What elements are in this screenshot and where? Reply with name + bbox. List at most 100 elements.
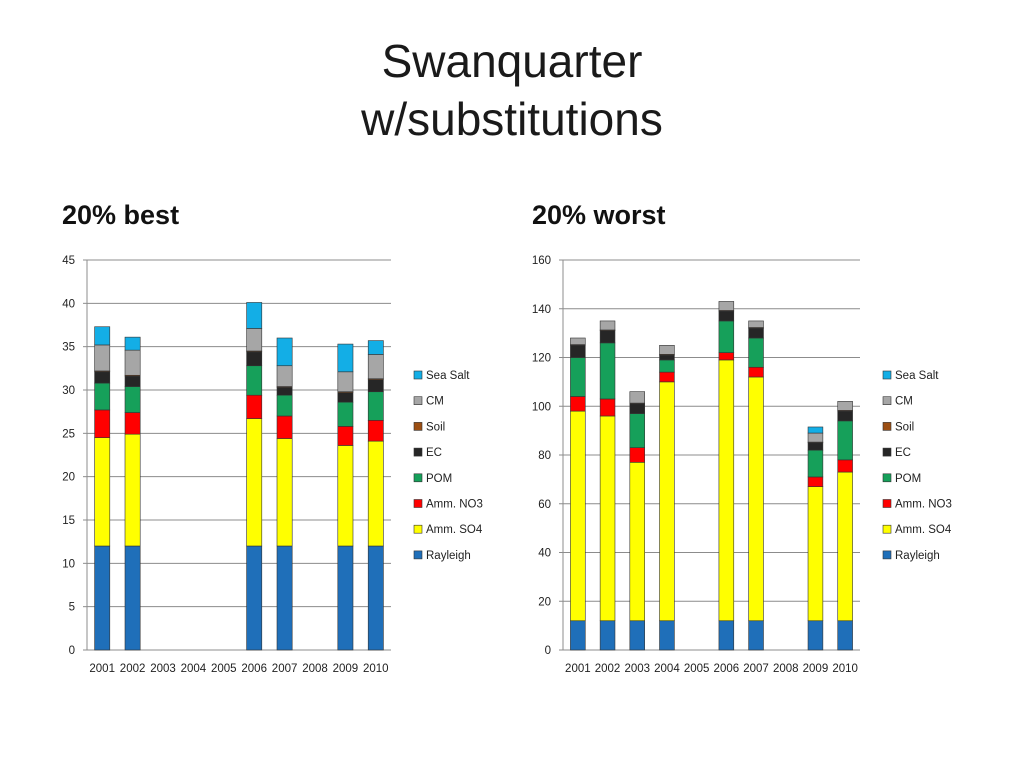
worst-legend-swatch-soil bbox=[882, 422, 892, 431]
worst-legend-label-amm-no3: Amm. NO3 bbox=[895, 499, 952, 511]
worst-legend-label-rayleigh: Rayleigh bbox=[895, 550, 940, 562]
best-y-tick-label: 15 bbox=[62, 515, 75, 527]
worst-bar-2009-rayleigh bbox=[807, 620, 824, 651]
worst-legend-swatch-pom bbox=[882, 473, 892, 483]
worst-y-tick-label: 40 bbox=[538, 548, 551, 560]
best-legend-swatch-soil bbox=[413, 422, 423, 431]
page-title: Swanquarter w/substitutions bbox=[0, 32, 1024, 148]
worst-legend-swatch-cm bbox=[882, 396, 892, 406]
best-y-tick-label: 10 bbox=[62, 558, 75, 570]
best-x-tick-label: 2008 bbox=[302, 663, 328, 675]
worst-bar-2009-ec bbox=[807, 442, 824, 451]
worst-bar-2007-rayleigh bbox=[748, 620, 764, 651]
worst-y-tick-label: 160 bbox=[532, 255, 551, 267]
worst-bar-2001-rayleigh bbox=[570, 620, 586, 651]
worst-legend-label-soil: Soil bbox=[895, 421, 914, 433]
worst-y-tick-label: 20 bbox=[538, 596, 551, 608]
best-y-tick-label: 45 bbox=[62, 255, 75, 267]
worst-y-tick-label: 120 bbox=[532, 353, 551, 365]
worst-y-tick-label: 80 bbox=[538, 450, 551, 462]
worst-y-tick-label: 140 bbox=[532, 304, 551, 316]
worst-x-tick-label: 2007 bbox=[743, 663, 769, 675]
best-y-tick-label: 5 bbox=[69, 602, 75, 614]
best-x-tick-label: 2001 bbox=[89, 663, 115, 675]
worst-bar-2009-sea-salt bbox=[807, 426, 824, 434]
best-bar-2001-sea-salt bbox=[94, 326, 111, 346]
worst-bar-2007-ec bbox=[748, 327, 764, 339]
chart-best-subtitle: 20% best bbox=[62, 200, 180, 230]
worst-x-tick-label: 2003 bbox=[624, 663, 650, 675]
worst-bar-2007-cm bbox=[748, 320, 764, 328]
worst-legend-label-ec: EC bbox=[895, 447, 911, 459]
best-legend-swatch-amm-no3 bbox=[413, 499, 423, 508]
worst-bar-2009-pom bbox=[807, 449, 824, 478]
worst-bar-2001-ec bbox=[570, 345, 586, 358]
best-legend-label-amm-so4: Amm. SO4 bbox=[426, 524, 483, 536]
worst-legend-label-cm: CM bbox=[895, 396, 913, 408]
worst-bar-2002-pom bbox=[599, 342, 616, 400]
best-x-tick-label: 2003 bbox=[150, 663, 176, 675]
worst-bar-2006-ec bbox=[718, 310, 735, 322]
worst-bar-2003-amm-no3 bbox=[629, 447, 645, 463]
best-legend-swatch-pom bbox=[413, 473, 423, 483]
worst-bar-2007-pom bbox=[748, 337, 764, 368]
worst-bar-2004-pom bbox=[659, 359, 675, 373]
worst-bar-2010-amm-so4 bbox=[837, 471, 853, 622]
worst-bar-2004-cm bbox=[659, 345, 675, 355]
worst-x-tick-label: 2002 bbox=[595, 663, 621, 675]
best-bar-2010-sea-salt bbox=[367, 340, 384, 355]
worst-legend-swatch-sea-salt bbox=[882, 370, 892, 380]
best-x-tick-label: 2005 bbox=[211, 663, 237, 675]
worst-legend-swatch-rayleigh bbox=[882, 550, 892, 560]
worst-legend-swatch-ec bbox=[882, 447, 892, 457]
worst-bar-2002-cm bbox=[599, 320, 616, 331]
title-line-1: Swanquarter bbox=[381, 35, 643, 87]
best-x-tick-label: 2002 bbox=[120, 663, 146, 675]
worst-bar-2001-cm bbox=[570, 337, 586, 345]
best-y-tick-label: 35 bbox=[62, 342, 75, 354]
worst-bar-2002-amm-no3 bbox=[599, 398, 616, 417]
worst-legend-label-sea-salt: Sea Salt bbox=[895, 370, 939, 382]
worst-x-tick-label: 2006 bbox=[714, 663, 740, 675]
worst-bar-2003-pom bbox=[629, 413, 645, 448]
worst-bar-2009-amm-no3 bbox=[807, 476, 824, 487]
worst-bar-2006-cm bbox=[718, 301, 735, 311]
best-bar-2006-sea-salt bbox=[246, 302, 263, 329]
worst-bar-2002-amm-so4 bbox=[599, 415, 616, 622]
worst-bar-2006-amm-no3 bbox=[718, 352, 735, 361]
best-y-tick-label: 0 bbox=[69, 645, 75, 657]
worst-bar-2002-ec bbox=[599, 330, 616, 344]
worst-bar-2007-amm-no3 bbox=[748, 366, 764, 378]
title-line-2: w/substitutions bbox=[361, 93, 663, 145]
worst-bar-2006-amm-so4 bbox=[718, 359, 735, 622]
best-x-tick-label: 2009 bbox=[333, 663, 359, 675]
worst-legend-swatch-amm-no3 bbox=[882, 499, 892, 508]
worst-y-tick-label: 0 bbox=[545, 645, 551, 657]
worst-y-tick-label: 100 bbox=[532, 401, 551, 413]
worst-bar-2009-cm bbox=[807, 432, 824, 443]
worst-bar-2004-ec bbox=[659, 354, 675, 361]
worst-x-tick-label: 2004 bbox=[654, 663, 680, 675]
best-legend-swatch-ec bbox=[413, 447, 423, 457]
best-legend-label-ec: EC bbox=[426, 447, 442, 459]
worst-x-tick-label: 2008 bbox=[773, 663, 799, 675]
worst-bar-2003-cm bbox=[629, 391, 645, 404]
worst-bar-2003-rayleigh bbox=[629, 620, 645, 651]
best-y-tick-label: 20 bbox=[62, 472, 75, 484]
best-legend-swatch-cm bbox=[413, 396, 423, 406]
worst-legend-label-amm-so4: Amm. SO4 bbox=[895, 524, 952, 536]
worst-x-tick-label: 2001 bbox=[565, 663, 591, 675]
worst-bar-2004-rayleigh bbox=[659, 620, 675, 651]
worst-bar-2010-pom bbox=[837, 420, 853, 461]
worst-bar-2006-pom bbox=[718, 320, 735, 353]
worst-legend-label-pom: POM bbox=[895, 473, 921, 485]
worst-bar-2009-amm-so4 bbox=[807, 486, 824, 622]
best-x-tick-label: 2010 bbox=[363, 663, 389, 675]
best-legend-label-soil: Soil bbox=[426, 421, 445, 433]
best-legend-label-cm: CM bbox=[426, 396, 444, 408]
worst-bar-2007-amm-so4 bbox=[748, 376, 764, 622]
best-legend-swatch-amm-so4 bbox=[413, 524, 423, 534]
worst-bar-2002-rayleigh bbox=[599, 620, 616, 651]
best-y-tick-label: 40 bbox=[62, 298, 75, 310]
best-bar-2007-sea-salt bbox=[276, 337, 293, 367]
